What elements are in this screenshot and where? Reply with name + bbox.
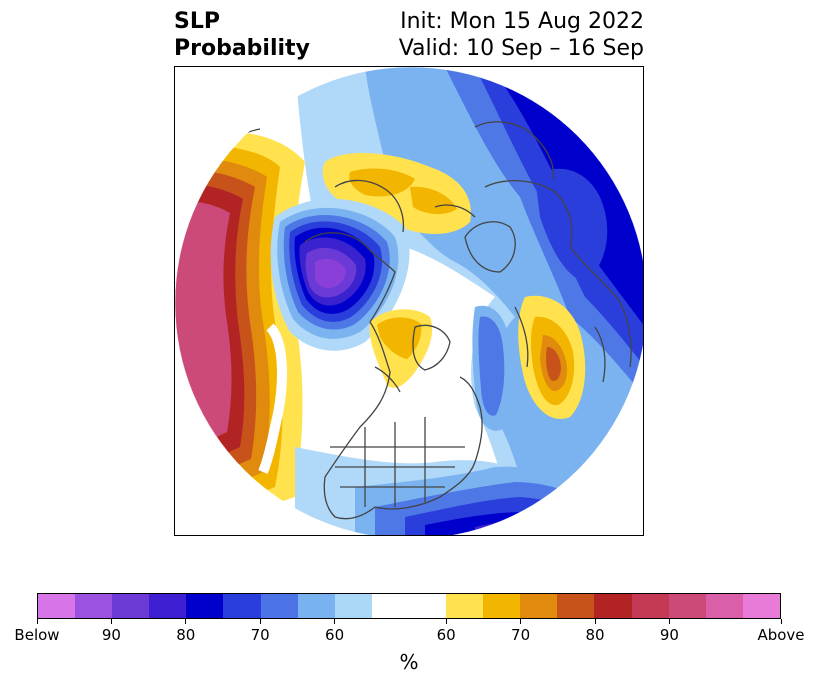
colorbar-segment: [742, 594, 780, 618]
colorbar: [37, 593, 781, 619]
map-title-left: SLP Probability: [174, 8, 310, 62]
map-title-right: Init: Mon 15 Aug 2022 Valid: 10 Sep – 16…: [399, 8, 644, 62]
neutral-band: [258, 323, 287, 474]
colorbar-tick-label: 80: [585, 626, 605, 644]
title-variable: SLP: [174, 9, 220, 34]
colorbar-segment: [260, 594, 298, 618]
colorbar-tick: [780, 619, 782, 624]
title-init-date: Init: Mon 15 Aug 2022: [400, 9, 644, 34]
colorbar-tick: [594, 619, 596, 624]
map-svg: [175, 67, 643, 535]
colorbar-segment: [557, 594, 595, 618]
colorbar-tick: [334, 619, 336, 624]
colorbar-segment: [520, 594, 558, 618]
colorbar-tick-label: 90: [659, 626, 679, 644]
colorbar-unit-label: %: [399, 650, 419, 674]
canada-above-region: [369, 309, 433, 388]
probability-map: [174, 66, 644, 536]
colorbar-segment: [186, 594, 224, 618]
colorbar-segment: [446, 594, 484, 618]
colorbar-tick: [185, 619, 187, 624]
colorbar-segment: [149, 594, 187, 618]
north-atlantic-below-region: [472, 305, 515, 431]
colorbar-segment: [297, 594, 335, 618]
us-atlantic-below-region: [295, 447, 643, 535]
colorbar-tick: [668, 619, 670, 624]
colorbar-tick-label: Above: [757, 626, 805, 644]
colorbar-tick: [36, 619, 38, 624]
coastlines: [224, 121, 632, 520]
colorbar-tick: [445, 619, 447, 624]
colorbar-segment: [112, 594, 150, 618]
europe-above-region: [322, 152, 471, 234]
colorbar-segment: [631, 594, 669, 618]
colorbar-segment: [38, 594, 76, 618]
colorbar-segment: [483, 594, 521, 618]
colorbar-tick-label: Below: [14, 626, 60, 644]
colorbar-segment: [75, 594, 113, 618]
title-metric: Probability: [174, 36, 310, 61]
colorbar-tick-label: 70: [511, 626, 531, 644]
colorbar-segment: [668, 594, 706, 618]
colorbar-tick: [110, 619, 112, 624]
colorbar-tick: [259, 619, 261, 624]
colorbar-tick-label: 90: [101, 626, 121, 644]
colorbar-tick-label: 70: [250, 626, 270, 644]
colorbar-segment: [334, 594, 372, 618]
colorbar-segment: [371, 594, 447, 618]
colorbar-tick-label: 80: [176, 626, 196, 644]
title-valid-range: Valid: 10 Sep – 16 Sep: [398, 36, 644, 61]
colorbar-segment: [705, 594, 743, 618]
colorbar-segment: [594, 594, 632, 618]
colorbar-tick: [520, 619, 522, 624]
colorbar-tick-label: 60: [325, 626, 345, 644]
atlantic-above-region: [518, 295, 586, 419]
pacific-above-region: [175, 131, 305, 535]
colorbar-tick-label: 60: [436, 626, 456, 644]
colorbar-segment: [223, 594, 261, 618]
